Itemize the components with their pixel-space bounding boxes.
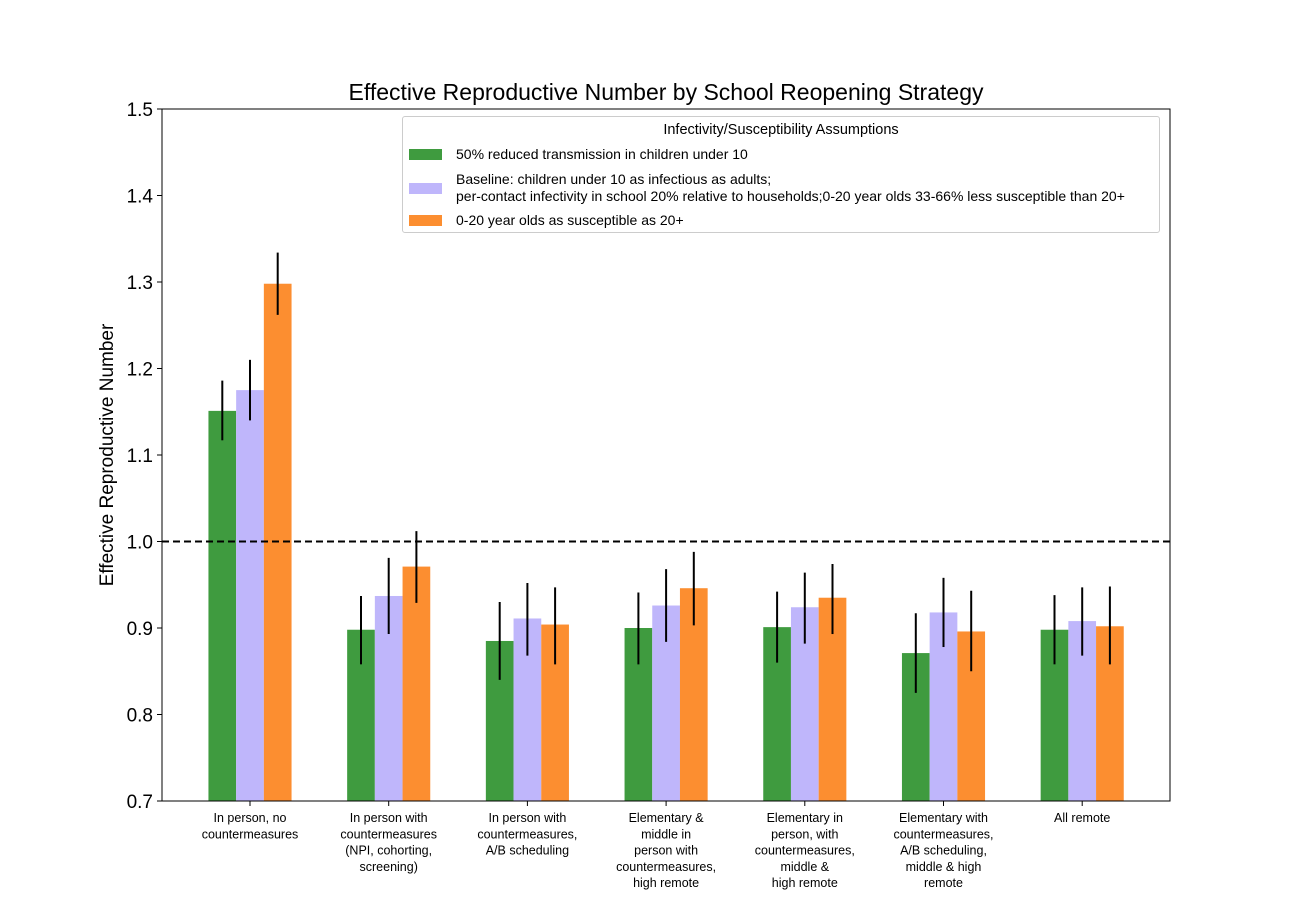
x-tick-label: Elementary & middle in person with counterm… bbox=[616, 811, 716, 890]
legend-label-baseline: Baseline: children under 10 as infectiou… bbox=[456, 171, 1125, 205]
x-tick-label: In person, no countermeasures bbox=[202, 811, 299, 841]
legend-label-line: 0-20 year olds as susceptible as 20+ bbox=[456, 212, 684, 228]
legend-label-line: 50% reduced transmission in children und… bbox=[456, 146, 748, 162]
x-tick-label-line: countermeasures, bbox=[893, 827, 993, 841]
y-axis-label: Effective Reproductive Number bbox=[97, 323, 118, 586]
legend-item-baseline: Baseline: children under 10 as infectiou… bbox=[409, 171, 1153, 205]
legend-label-full-susceptibility: 0-20 year olds as susceptible as 20+ bbox=[456, 212, 684, 229]
y-tick-label: 1.0 bbox=[127, 533, 153, 554]
y-tick-label: 1.1 bbox=[127, 446, 153, 467]
x-tick-label-line: countermeasures bbox=[340, 827, 437, 841]
x-tick-label-line: A/B scheduling, bbox=[900, 844, 987, 858]
y-tick-label: 1.4 bbox=[127, 187, 154, 208]
legend-item-reduced-transmission: 50% reduced transmission in children und… bbox=[409, 146, 1153, 163]
legend-label-line: per-contact infectivity in school 20% re… bbox=[456, 188, 1125, 204]
x-tick-label-line: person, with bbox=[771, 827, 838, 841]
x-tick-label: Elementary with countermeasures, A/B sched… bbox=[893, 811, 993, 890]
y-tick-label: 0.9 bbox=[127, 619, 153, 640]
x-tick-label: In person with countermeasures, A/B schedu… bbox=[477, 811, 577, 858]
y-tick-label: 0.7 bbox=[127, 792, 153, 813]
legend-swatch-baseline bbox=[409, 182, 442, 194]
legend-label-line: Baseline: children under 10 as infectiou… bbox=[456, 171, 772, 187]
legend-label-reduced-transmission: 50% reduced transmission in children und… bbox=[456, 146, 748, 163]
legend-swatch-full-susceptibility bbox=[409, 215, 442, 226]
x-tick-label-line: middle & bbox=[780, 860, 829, 874]
x-tick-label-line: countermeasures bbox=[202, 827, 299, 841]
legend-item-full-susceptibility: 0-20 year olds as susceptible as 20+ bbox=[409, 212, 1153, 229]
x-tick-label-line: high remote bbox=[633, 876, 699, 890]
y-tick-label: 1.2 bbox=[127, 360, 153, 381]
x-tick-label-line: A/B scheduling bbox=[486, 844, 569, 858]
legend: Infectivity/Susceptibility Assumptions 5… bbox=[402, 116, 1160, 233]
chart-title: Effective Reproductive Number by School … bbox=[349, 79, 984, 105]
x-tick-label-line: countermeasures, bbox=[477, 827, 577, 841]
y-tick-label: 1.3 bbox=[127, 273, 153, 294]
x-tick-label: All remote bbox=[1054, 811, 1110, 825]
x-tick-label-line: middle & high bbox=[906, 860, 982, 874]
x-tick-label-line: high remote bbox=[772, 876, 838, 890]
x-tick-label-line: In person with bbox=[488, 811, 566, 825]
x-tick-label-line: person with bbox=[634, 844, 698, 858]
x-tick-label-line: countermeasures, bbox=[755, 844, 855, 858]
x-tick-label-line: Elementary with bbox=[899, 811, 988, 825]
x-tick-label-line: All remote bbox=[1054, 811, 1110, 825]
x-tick-label-line: middle in bbox=[641, 827, 691, 841]
x-tick-label-line: In person, no bbox=[214, 811, 287, 825]
x-tick-label: In person with countermeasures (NPI, cohor… bbox=[340, 811, 437, 874]
bar bbox=[236, 390, 264, 801]
x-tick-label-line: (NPI, cohorting, bbox=[345, 844, 432, 858]
x-tick-label: Elementary in person, with countermeasures… bbox=[755, 811, 855, 890]
legend-swatch-reduced-transmission bbox=[409, 149, 442, 160]
x-tick-label-line: In person with bbox=[350, 811, 428, 825]
x-tick-label-line: countermeasures, bbox=[616, 860, 716, 874]
y-tick-label: 0.8 bbox=[127, 706, 153, 727]
x-tick-label-line: Elementary & bbox=[629, 811, 705, 825]
x-tick-label-line: remote bbox=[924, 876, 963, 890]
x-tick-label-line: screening) bbox=[360, 860, 418, 874]
x-tick-label-line: Elementary in bbox=[767, 811, 843, 825]
bar bbox=[402, 566, 431, 801]
y-tick-label: 1.5 bbox=[127, 100, 153, 121]
bar bbox=[208, 410, 237, 801]
legend-title: Infectivity/Susceptibility Assumptions bbox=[663, 122, 899, 138]
